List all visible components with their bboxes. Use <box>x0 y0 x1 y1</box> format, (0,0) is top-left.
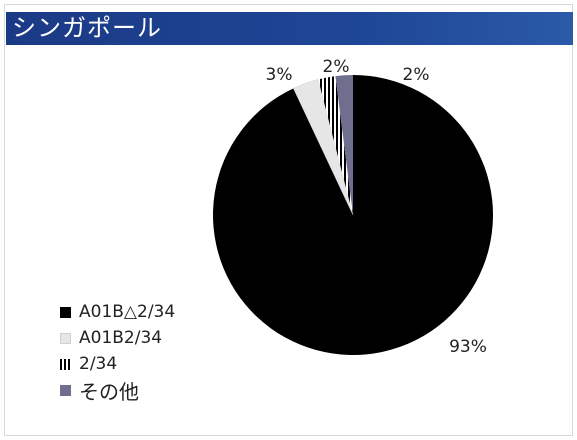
legend-swatch-1 <box>60 332 71 344</box>
legend-label-0: A01B△2/34 <box>79 302 176 322</box>
legend-swatch-3 <box>60 384 71 396</box>
legend-label-3: その他 <box>79 379 139 404</box>
legend-item-1: A01B2/34 <box>60 326 175 350</box>
chart-title: シンガポール <box>12 14 162 42</box>
data-label-1: 3% <box>266 65 293 85</box>
legend-label-2: 2/34 <box>79 354 118 374</box>
data-label-0: 93% <box>449 337 487 357</box>
pie-slice-3 <box>335 75 353 215</box>
pie-slice-1 <box>293 79 354 216</box>
pie-slice-2 <box>318 76 353 215</box>
legend-swatch-0 <box>60 306 71 318</box>
legend-label-1: A01B2/34 <box>79 328 163 348</box>
legend-item-0: A01B△2/34 <box>60 300 175 324</box>
legend: A01B△2/34 A01B2/34 2/34 その他 <box>60 300 175 404</box>
legend-swatch-2 <box>60 358 71 370</box>
data-label-2: 2% <box>323 57 350 77</box>
title-bar: シンガポール <box>6 12 573 45</box>
data-label-3: 2% <box>403 65 430 85</box>
legend-item-3: その他 <box>60 378 175 404</box>
legend-item-2: 2/34 <box>60 352 175 376</box>
